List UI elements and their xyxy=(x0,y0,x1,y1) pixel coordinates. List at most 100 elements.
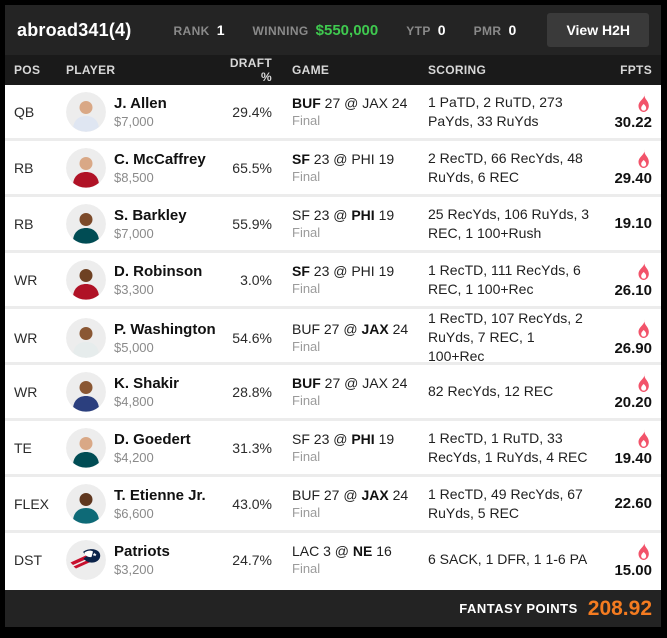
stat-pmr-label: PMR xyxy=(473,24,502,38)
position-label: QB xyxy=(14,103,35,120)
hot-flame-icon xyxy=(635,540,652,561)
scoring-summary: 25 RecYds, 106 RuYds, 3 REC, 1 100+Rush xyxy=(428,205,590,241)
player-name: P. Washington xyxy=(114,320,216,338)
scoring-summary: 1 RecTD, 107 RecYds, 2 RuYds, 7 REC, 1 1… xyxy=(428,310,583,364)
game-cell: BUF 27 @ JAX 24 Final xyxy=(272,321,428,354)
table-row[interactable]: RB C. McCaffrey $8,500 65.5% SF 23 @ PHI… xyxy=(5,141,661,197)
player-salary: $7,000 xyxy=(114,113,154,129)
player-salary: $4,800 xyxy=(114,393,154,409)
hot-flame-icon xyxy=(635,428,652,449)
player-name: D. Robinson xyxy=(114,262,203,280)
table-header: POS PLAYER DRAFT % GAME SCORING FPTS xyxy=(5,55,661,85)
draft-pct: 54.6% xyxy=(232,329,272,346)
draft-pct: 55.9% xyxy=(232,215,272,232)
scoring-summary: 1 RecTD, 1 RuTD, 33 RecYds, 1 RuYds, 4 R… xyxy=(428,429,588,465)
fpts-value: 30.22 xyxy=(614,113,652,131)
fpts-cell: 20.20 xyxy=(596,372,652,411)
fpts-cell: 29.40 xyxy=(596,148,652,187)
player-name: S. Barkley xyxy=(114,206,187,224)
scoring-summary: 82 RecYds, 12 REC xyxy=(428,383,554,399)
draft-pct: 43.0% xyxy=(232,495,272,512)
position-label: RB xyxy=(14,215,34,232)
game-cell: LAC 3 @ NE 16 Final xyxy=(272,543,428,576)
game-status: Final xyxy=(292,225,321,240)
patriots-team-logo xyxy=(66,539,106,580)
hot-flame-icon xyxy=(635,260,652,281)
player-name: J. Allen xyxy=(114,94,167,112)
game-cell: SF 23 @ PHI 19 Final xyxy=(272,263,428,296)
stat-winning: WINNING $550,000 xyxy=(253,22,379,39)
scoring-summary: 1 RecTD, 49 RecYds, 67 RuYds, 5 REC xyxy=(428,485,583,521)
table-row[interactable]: WR P. Washington $5,000 54.6% BUF 27 @ J… xyxy=(5,309,661,365)
stat-rank-value: 1 xyxy=(216,22,225,38)
fantasy-points-label: FANTASY POINTS xyxy=(459,601,578,616)
col-scoring: SCORING xyxy=(428,63,487,77)
scoring-summary: 2 RecTD, 66 RecYds, 48 RuYds, 6 REC xyxy=(428,149,583,185)
fantasy-points-total: 208.92 xyxy=(587,596,652,620)
position-label: WR xyxy=(14,329,38,346)
entry-username: abroad341(4) xyxy=(17,19,132,40)
position-label: RB xyxy=(14,159,34,176)
fpts-cell: 15.00 xyxy=(596,540,652,579)
game-cell: BUF 27 @ JAX 24 Final xyxy=(272,375,428,408)
table-row[interactable]: TE D. Goedert $4,200 31.3% SF 23 @ PHI 1… xyxy=(5,421,661,477)
player-name: C. McCaffrey xyxy=(114,150,206,168)
table-row[interactable]: WR D. Robinson $3,300 3.0% SF 23 @ PHI 1… xyxy=(5,253,661,309)
draft-pct: 3.0% xyxy=(240,271,272,288)
table-row[interactable]: WR K. Shakir $4,800 28.8% BUF 27 @ JAX 2… xyxy=(5,365,661,421)
stat-winning-label: WINNING xyxy=(252,23,309,38)
avatar xyxy=(66,259,106,300)
fpts-value: 26.10 xyxy=(614,281,652,299)
table-row[interactable]: QB J. Allen $7,000 29.4% BUF 27 @ JAX 24… xyxy=(5,85,661,141)
fpts-cell: 30.22 xyxy=(596,92,652,131)
col-pos: POS xyxy=(14,63,41,77)
fpts-value: 26.90 xyxy=(614,339,652,357)
game-cell: BUF 27 @ JAX 24 Final xyxy=(272,95,428,128)
fpts-cell: 22.60 xyxy=(596,495,652,512)
fpts-cell: 26.90 xyxy=(596,318,652,357)
game-cell: SF 23 @ PHI 19 Final xyxy=(272,207,428,240)
fpts-value: 20.20 xyxy=(614,393,652,411)
lineup-header: abroad341(4) RANK 1 WINNING $550,000 YTP… xyxy=(5,5,661,55)
game-cell: BUF 27 @ JAX 24 Final xyxy=(272,487,428,520)
col-player: PLAYER xyxy=(66,63,116,77)
table-row[interactable]: RB S. Barkley $7,000 55.9% SF 23 @ PHI 1… xyxy=(5,197,661,253)
fpts-value: 19.10 xyxy=(614,215,652,232)
avatar xyxy=(66,203,106,244)
player-name: D. Goedert xyxy=(114,430,191,448)
col-fpts: FPTS xyxy=(620,63,652,77)
game-status: Final xyxy=(292,393,321,408)
hot-flame-icon xyxy=(635,148,652,169)
draft-pct: 65.5% xyxy=(232,159,272,176)
game-cell: SF 23 @ PHI 19 Final xyxy=(272,151,428,184)
table-row[interactable]: DST Patriots $3,200 24.7 xyxy=(5,533,661,586)
position-label: FLEX xyxy=(14,495,50,512)
hot-flame-icon xyxy=(635,92,652,113)
hot-flame-icon xyxy=(635,318,652,339)
player-salary: $4,200 xyxy=(114,449,154,465)
view-h2h-button[interactable]: View H2H xyxy=(547,13,649,47)
table-row[interactable]: FLEX T. Etienne Jr. $6,600 43.0% BUF 27 … xyxy=(5,477,661,533)
player-name: Patriots xyxy=(114,542,170,560)
roster-table: QB J. Allen $7,000 29.4% BUF 27 @ JAX 24… xyxy=(5,85,661,586)
fantasy-points-footer: FANTASY POINTS 208.92 xyxy=(5,590,661,627)
draft-pct: 28.8% xyxy=(232,383,272,400)
player-salary: $5,000 xyxy=(114,339,154,355)
scoring-summary: 1 PaTD, 2 RuTD, 273 PaYds, 33 RuYds xyxy=(428,93,563,129)
fpts-value: 19.40 xyxy=(614,449,652,467)
hot-flame-icon xyxy=(635,372,652,393)
game-status: Final xyxy=(292,169,321,184)
draft-pct: 24.7% xyxy=(232,551,272,568)
avatar xyxy=(66,91,106,132)
fpts-cell: 19.40 xyxy=(596,428,652,467)
game-status: Final xyxy=(292,339,321,354)
player-salary: $8,500 xyxy=(114,169,154,185)
stat-rank-label: RANK xyxy=(173,24,210,38)
game-status: Final xyxy=(292,449,321,464)
stat-pmr: PMR 0 xyxy=(474,22,517,38)
scoring-summary: 6 SACK, 1 DFR, 1 1-6 PA xyxy=(428,551,588,567)
fpts-cell: 19.10 xyxy=(596,215,652,232)
player-name: K. Shakir xyxy=(114,374,180,392)
game-cell: SF 23 @ PHI 19 Final xyxy=(272,431,428,464)
